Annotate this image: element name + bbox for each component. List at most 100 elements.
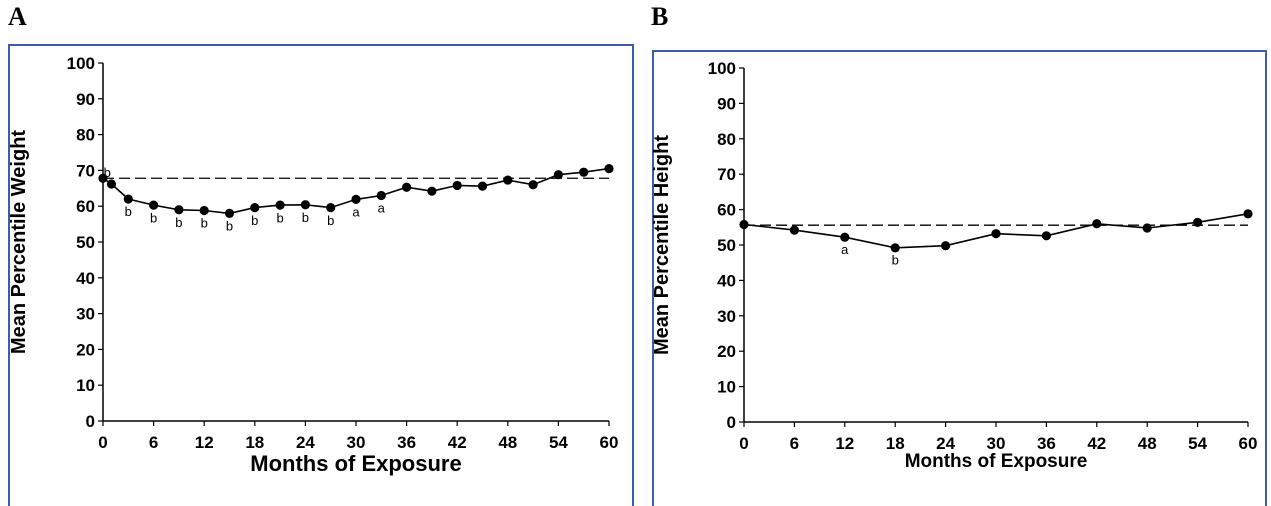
chart-b-y-tick-label: 70 [717,165,736,184]
chart-a-annotation: b [125,204,132,219]
chart-a-x-tick-label: 54 [549,433,568,452]
chart-a-annotation: b [201,216,208,231]
chart-a-annotation: b [302,210,309,225]
chart-a-data-point [579,167,589,177]
chart-a-data-point [149,200,159,210]
chart-b-x-tick-label: 6 [790,434,799,453]
chart-a-data-point [351,194,361,204]
chart-b-x-tick-label: 60 [1239,434,1258,453]
chart-a-y-tick-label: 10 [76,376,95,395]
chart-a-x-tick-label: 42 [448,433,467,452]
chart-a-x-tick-label: 18 [245,433,264,452]
chart-b-x-tick-label: 48 [1138,434,1157,453]
chart-b-y-tick-label: 30 [717,307,736,326]
chart-a-data-point [452,180,462,191]
chart-a-annotation: a [352,205,360,220]
chart-a-data-point [174,205,184,215]
chart-a-annotation: b [104,165,111,180]
chart-a-y-axis-label: Mean Percentile Weight [8,130,30,354]
chart-a-series-line [102,167,610,215]
chart-a-data-point [250,203,260,213]
chart-b-y-tick-label: 100 [708,59,736,78]
chart-a-y-tick-label: 100 [67,54,95,73]
chart-b-x-tick-label: 24 [936,434,955,453]
chart-b-data-point [1041,231,1051,241]
chart-a-x-tick-label: 60 [600,433,619,452]
chart-b-data-point [840,232,850,242]
chart-a-y-tick-label: 70 [76,161,95,180]
chart-a-data-point [123,194,133,204]
chart-a-frame [8,44,634,506]
chart-a-x-tick-label: 12 [195,433,214,452]
chart-a-annotation: a [378,201,386,216]
chart-b-x-axis-label: Months of Exposure [905,451,1088,472]
chart-a-data-point [199,205,209,216]
chart-a-data-point [402,182,412,192]
chart-a-x-axis-label: Months of Exposure [250,451,461,476]
chart-a-annotation: b [276,210,283,225]
chart-a-y-tick-label: 0 [86,412,95,431]
chart-b-annotation: b [892,252,899,267]
chart-a-data-point [106,179,117,189]
chart-b-data-point [991,229,1001,239]
chart-a-x-tick-label: 6 [149,433,158,452]
chart-a-data-point [503,175,513,185]
chart-b-y-tick-label: 90 [717,94,736,113]
chart-b-y-tick-label: 60 [717,201,736,220]
chart-b-y-tick-label: 40 [717,271,736,290]
chart-a-data-point [224,208,235,218]
chart-a-annotation: b [327,213,334,228]
chart-a-y-tick-label: 30 [76,305,95,324]
chart-a-data-point [326,203,336,213]
chart-b-data-point [1142,223,1152,233]
chart-b-data-point [1243,209,1253,219]
chart-a-x-tick-label: 24 [296,433,315,452]
chart-a-y-tick-label: 50 [76,233,95,252]
chart-b-x-tick-label: 36 [1037,434,1056,453]
chart-a-x-tick-label: 48 [498,433,517,452]
chart-a-data-point [275,200,285,210]
chart-a-data-point [98,173,108,183]
chart-b-x-tick-label: 30 [987,434,1006,453]
chart-a-y-tick-label: 60 [76,197,95,216]
chart-b-data-point [1092,219,1102,229]
chart-b-data-point [941,241,951,251]
chart-a-x-tick-label: 30 [347,433,366,452]
panel-a-letter: A [8,2,27,31]
chart-b-x-tick-label: 18 [886,434,905,453]
chart-a-annotation: b [226,219,233,234]
chart-b-data-point [739,219,749,230]
chart-a-data-point [604,164,614,174]
chart-b-data-point [1193,217,1203,227]
chart-b-data-point [789,225,800,235]
chart-b-annotation: a [841,242,849,257]
chart-b-y-tick-label: 80 [717,130,736,149]
chart-b-x-tick-label: 0 [739,434,748,453]
chart-a-data-point [553,170,564,180]
chart-a-data-point [528,180,538,190]
chart-a-y-tick-label: 90 [76,90,95,109]
chart-a-y-tick-label: 40 [76,269,95,288]
chart-a-annotation: b [150,210,157,225]
chart-a-annotation: b [251,213,258,228]
chart-b-y-tick-label: 10 [717,378,736,397]
chart-b-x-tick-label: 12 [835,434,854,453]
chart-b-data-point [890,243,900,253]
chart-b-x-tick-label: 42 [1087,434,1106,453]
chart-b-x-tick-label: 54 [1188,434,1207,453]
chart-a-y-tick-label: 20 [76,340,95,359]
chart-a-x-tick-label: 0 [98,433,107,452]
chart-a-data-point [376,190,386,201]
chart-b-frame [652,50,1267,506]
chart-b-y-tick-label: 0 [727,413,736,432]
chart-b-y-tick-label: 20 [717,342,736,361]
chart-a-x-tick-label: 36 [397,433,416,452]
chart-a-data-point [300,200,310,210]
chart-a-y-tick-label: 80 [76,126,95,145]
chart-a-annotation: b [175,215,182,230]
chart-a-data-point [427,186,437,196]
chart-a-data-point [477,181,488,191]
chart-b-y-tick-label: 50 [717,236,736,255]
